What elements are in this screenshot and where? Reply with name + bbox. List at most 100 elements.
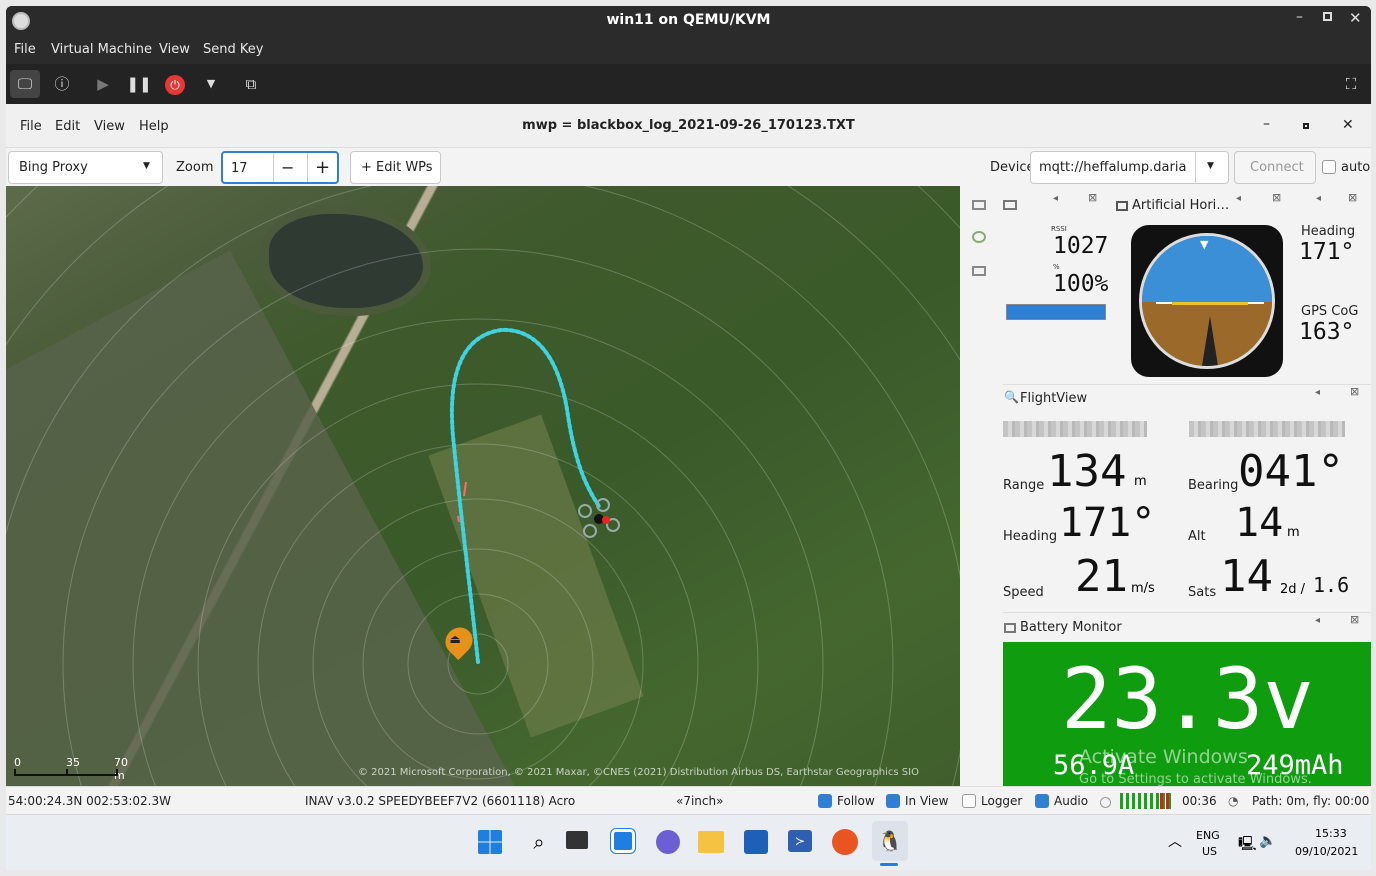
redacted-position bbox=[1003, 421, 1147, 437]
terminal-icon[interactable]: ≻ bbox=[788, 830, 812, 852]
dock-panel: ◂ ⊠ RSSI 1027 % 100% Artificial Hori… ◂ … bbox=[960, 186, 1371, 788]
edit-wps-label: + Edit WPs bbox=[361, 160, 433, 175]
store-icon[interactable] bbox=[744, 830, 768, 854]
minimize-icon[interactable]: – bbox=[1263, 116, 1270, 132]
speed-unit: m/s bbox=[1131, 581, 1155, 596]
search-icon[interactable]: ⌕ bbox=[533, 830, 545, 854]
chevron-down-icon[interactable]: ▼ bbox=[206, 77, 216, 90]
track-marker bbox=[457, 481, 467, 523]
audio-checkbox[interactable] bbox=[1035, 794, 1049, 808]
logger-checkbox[interactable] bbox=[962, 794, 976, 808]
battery-title: Battery Monitor bbox=[1020, 620, 1122, 635]
clock-time[interactable]: 15:33 bbox=[1315, 827, 1347, 840]
chevron-up-icon[interactable]: ︿ bbox=[1168, 834, 1182, 850]
close-icon[interactable]: ⊠ bbox=[1088, 191, 1098, 204]
zoom-minus-button[interactable]: − bbox=[281, 158, 295, 177]
linux-icon[interactable]: 🐧 bbox=[872, 821, 908, 861]
inview-checkbox[interactable] bbox=[886, 794, 900, 808]
map-source-select[interactable]: Bing Proxy ▼ bbox=[8, 151, 163, 184]
sats-label: Sats bbox=[1188, 585, 1217, 600]
radio-panel: ◂ ⊠ RSSI 1027 % 100% bbox=[1003, 191, 1113, 376]
snapshot-icon[interactable]: ⧉ bbox=[245, 75, 257, 93]
connect-label: Connect bbox=[1250, 160, 1304, 175]
vm-menu-send-key[interactable]: Send Key bbox=[203, 42, 264, 57]
menu-help[interactable]: Help bbox=[139, 119, 169, 134]
map-source-label: Bing Proxy bbox=[19, 160, 88, 175]
horizon-panel: Artificial Hori… ◂ ⊠ ▼ bbox=[1115, 191, 1295, 381]
signal-bars bbox=[1120, 793, 1172, 809]
sats-value: 14 bbox=[1220, 551, 1273, 602]
vm-menu-virtual-machine[interactable]: Virtual Machine bbox=[51, 42, 153, 57]
bearing-label: Bearing bbox=[1188, 478, 1239, 493]
task-view-icon[interactable] bbox=[566, 831, 588, 849]
close-icon[interactable]: ✕ bbox=[1342, 117, 1354, 133]
lang-label[interactable]: ENG bbox=[1196, 829, 1220, 842]
map-scale: 0 35 70 m bbox=[14, 756, 140, 782]
device-combo[interactable]: mqtt://heffalump.daria.co ▼ bbox=[1030, 151, 1229, 184]
file-explorer-icon[interactable] bbox=[698, 831, 724, 853]
app-title: mwp = blackbox_log_2021-09-26_170123.TXT bbox=[522, 118, 855, 133]
app-toolbar: Bing Proxy ▼ Zoom 17 − + + Edit WPs Devi… bbox=[6, 148, 1371, 186]
close-icon[interactable]: ✕ bbox=[1349, 9, 1362, 27]
gps-toggle-icon[interactable] bbox=[972, 231, 986, 243]
rssi-value: 1027 bbox=[1053, 233, 1109, 259]
vm-window: win11 on QEMU/KVM – ✕ File Virtual Machi… bbox=[6, 6, 1371, 870]
status-bar: 54:00:24.3N 002:53:02.3W INAV v3.0.2 SPE… bbox=[6, 786, 1371, 814]
guest-display: File Edit View Help mwp = blackbox_log_2… bbox=[6, 104, 1371, 870]
pin-icon[interactable]: ◂ bbox=[1053, 193, 1059, 204]
close-icon[interactable]: ⊠ bbox=[1350, 385, 1360, 398]
zoom-input[interactable]: 17 bbox=[231, 161, 248, 176]
device-input[interactable]: mqtt://heffalump.daria.co bbox=[1039, 160, 1187, 175]
play-icon[interactable]: ▶ bbox=[97, 75, 109, 93]
chevron-down-icon[interactable]: ▼ bbox=[1207, 161, 1214, 171]
fullscreen-icon[interactable]: ⛶ bbox=[1345, 75, 1357, 93]
drone-icon[interactable] bbox=[578, 498, 622, 538]
follow-checkbox[interactable] bbox=[818, 794, 832, 808]
info-icon[interactable]: ⓘ bbox=[54, 75, 70, 93]
menu-view[interactable]: View bbox=[94, 119, 125, 134]
auto-checkbox[interactable] bbox=[1322, 160, 1336, 174]
sats-fix: 2d / bbox=[1280, 582, 1306, 597]
ubuntu-icon[interactable] bbox=[832, 829, 858, 855]
pin-icon[interactable]: ◂ bbox=[1316, 193, 1322, 204]
maximize-icon[interactable] bbox=[1323, 12, 1332, 21]
maximize-icon[interactable] bbox=[1303, 123, 1309, 129]
vm-menu-file[interactable]: File bbox=[14, 42, 36, 57]
heading-panel: ◂ ⊠ Heading 171° GPS CoG 163° bbox=[1296, 191, 1371, 381]
pause-icon[interactable]: ❚❚ bbox=[126, 75, 152, 93]
chat-icon[interactable] bbox=[656, 830, 680, 854]
close-icon[interactable]: ⊠ bbox=[1272, 191, 1282, 204]
edit-wps-button[interactable]: + Edit WPs bbox=[350, 151, 441, 184]
zoom-plus-button[interactable]: + bbox=[315, 157, 331, 178]
map-view[interactable]: ⏏ 0 35 70 m © 2021 Microsoft Corporation… bbox=[6, 186, 960, 786]
horizon-title: Artificial Hori… bbox=[1132, 198, 1230, 213]
clock-date[interactable]: 09/10/2021 bbox=[1295, 845, 1359, 858]
menu-edit[interactable]: Edit bbox=[55, 119, 81, 134]
alt-label: Alt bbox=[1188, 529, 1206, 544]
pin-icon[interactable]: ◂ bbox=[1315, 387, 1321, 398]
dock-toggle-icon[interactable] bbox=[972, 266, 986, 276]
close-icon[interactable]: ⊠ bbox=[1350, 613, 1360, 626]
close-icon[interactable]: ⊠ bbox=[1348, 191, 1358, 204]
radio-panel-icon bbox=[1003, 200, 1017, 210]
power-icon[interactable]: ⏻ bbox=[160, 70, 190, 98]
network-icon[interactable]: 🖳 bbox=[1238, 836, 1257, 852]
region-label[interactable]: US bbox=[1202, 845, 1218, 858]
range-value: 134 bbox=[1047, 446, 1127, 497]
pin-icon[interactable]: ◂ bbox=[1315, 615, 1321, 626]
flight-track bbox=[449, 327, 602, 664]
vm-menu-view[interactable]: View bbox=[159, 42, 190, 57]
menu-file[interactable]: File bbox=[20, 119, 42, 134]
connect-button[interactable]: Connect bbox=[1234, 151, 1316, 184]
pct-value: 100% bbox=[1053, 271, 1109, 297]
chevron-down-icon: ▼ bbox=[143, 161, 150, 171]
volume-icon[interactable]: 🔈 bbox=[1259, 833, 1277, 849]
minimize-icon[interactable]: – bbox=[1296, 9, 1303, 25]
pin-icon[interactable]: ◂ bbox=[1236, 193, 1242, 204]
dock-toggle-icon[interactable] bbox=[972, 200, 986, 210]
battery-used: 249mAh bbox=[1246, 750, 1344, 781]
widgets-icon[interactable] bbox=[610, 828, 636, 854]
windows-start-icon[interactable] bbox=[478, 830, 502, 854]
gps-cog-label: GPS CoG bbox=[1301, 304, 1359, 319]
console-icon[interactable]: 🖵 bbox=[10, 70, 40, 98]
